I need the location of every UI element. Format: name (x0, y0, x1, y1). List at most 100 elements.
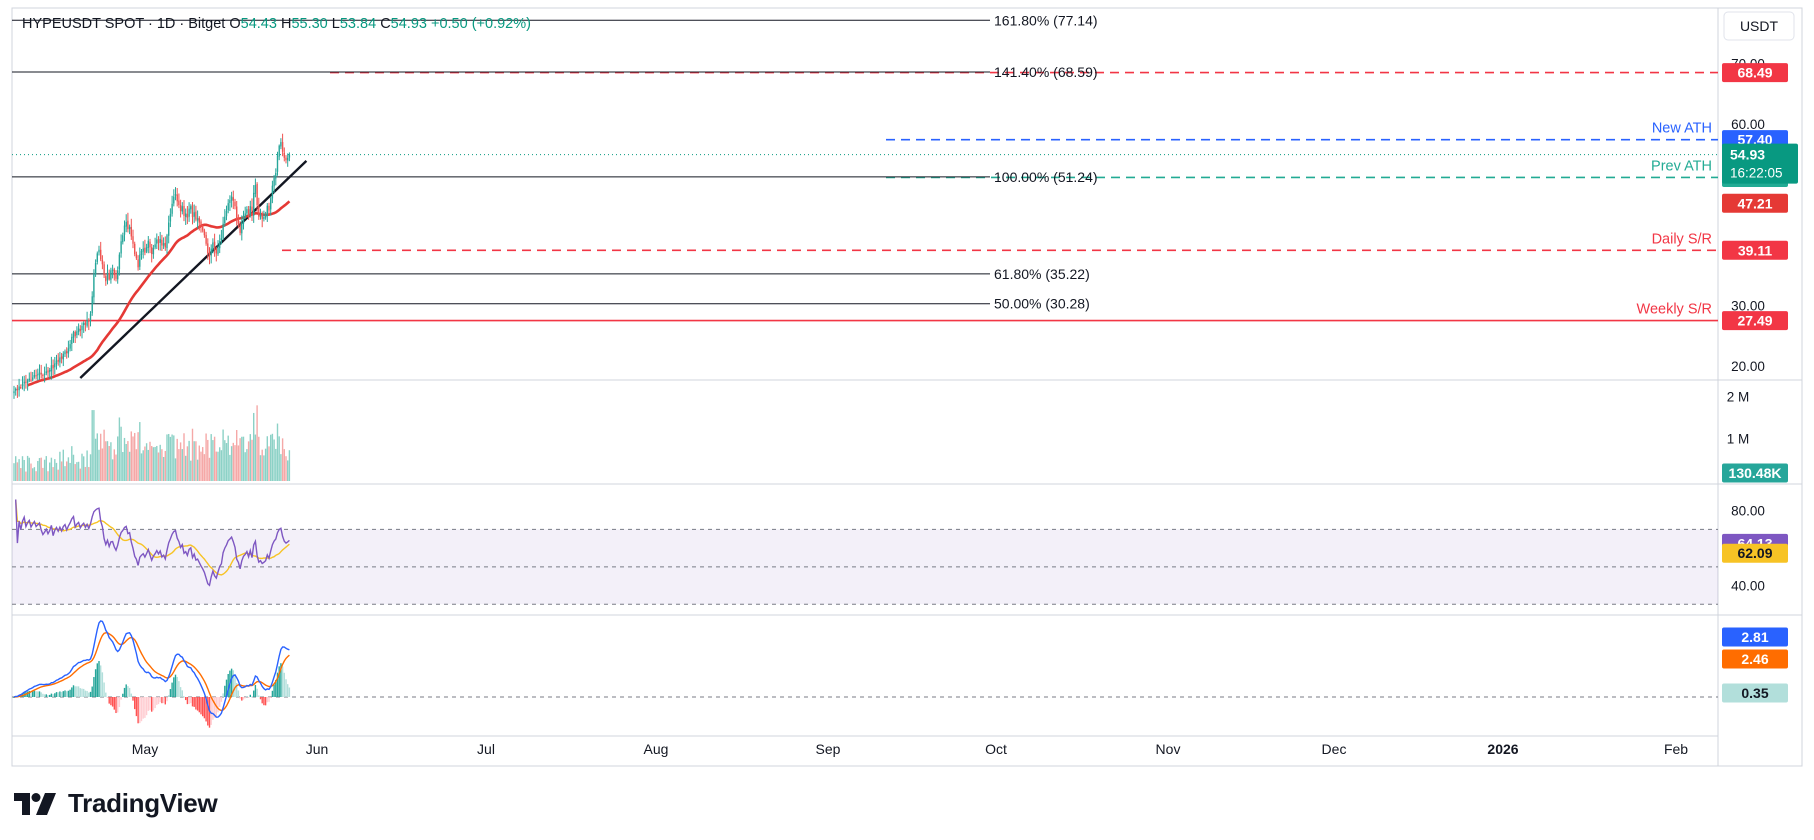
candle (287, 153, 289, 167)
candle-body (237, 218, 240, 224)
candle (273, 174, 275, 193)
macd-histogram-bar (179, 687, 182, 697)
candle-body (152, 247, 155, 255)
candle-body (67, 348, 70, 354)
candle (183, 200, 185, 222)
candle (69, 339, 71, 352)
volume-bar (108, 446, 110, 481)
fib-label: 100.00% (51.24) (994, 169, 1098, 185)
candle (270, 196, 272, 216)
candle (288, 152, 291, 162)
candle (247, 205, 250, 220)
volume-bar (283, 449, 285, 481)
symbol-title[interactable]: HYPEUSDT SPOT · 1D · Bitget (22, 16, 226, 32)
macd-histogram-bar (178, 681, 180, 697)
macd-histogram-bar (195, 697, 197, 710)
volume-bar (224, 440, 226, 481)
volume-bar (149, 441, 151, 481)
volume-bar (71, 446, 73, 481)
candle (196, 210, 199, 229)
candle (33, 369, 36, 379)
tradingview-logo-icon (14, 792, 56, 815)
candle (113, 267, 115, 281)
macd-histogram-bar (224, 685, 226, 697)
level-badge-bg (1722, 240, 1788, 260)
macd-histogram-bar (246, 696, 248, 698)
candle (239, 221, 241, 236)
candle-series (13, 133, 291, 399)
candle-body (77, 328, 80, 333)
candle (156, 233, 158, 250)
volume-bar (258, 436, 260, 481)
volume-bar (239, 438, 241, 481)
candle (254, 178, 257, 198)
candle-body (156, 239, 158, 244)
candle-body (168, 222, 170, 236)
signal-badge-bg (1722, 649, 1788, 669)
candle-body (244, 213, 246, 218)
macd-histogram-bar (66, 691, 68, 697)
candle-body (25, 381, 27, 383)
candle-body (89, 313, 92, 321)
volume-bar (186, 446, 189, 481)
volume-bar (176, 438, 178, 481)
candle-body (145, 247, 148, 252)
macd-histogram-bar (205, 697, 207, 722)
candle (81, 322, 83, 339)
volume-bar (236, 430, 238, 481)
macd-histogram-bar (123, 687, 126, 697)
candle-body (261, 213, 263, 219)
candle-body (94, 263, 97, 275)
volume-bar (113, 449, 115, 481)
macd-histogram-bar (288, 687, 291, 697)
candle (162, 237, 165, 249)
candle (152, 244, 155, 259)
candle-body (227, 203, 229, 211)
volume-badge-bg (1722, 463, 1788, 483)
candle-body (178, 200, 180, 205)
volume-bar (270, 434, 272, 481)
macd-histogram-bar (91, 686, 93, 697)
candle-body (234, 201, 236, 207)
tradingview-logo[interactable]: TradingView (14, 788, 218, 819)
fib-label: 50.00% (30.28) (994, 296, 1090, 312)
candle (20, 384, 22, 390)
candle-body (120, 241, 122, 254)
candle-body (50, 365, 53, 372)
volume-bar (132, 436, 134, 481)
candle-body (278, 145, 280, 157)
candle-body (230, 196, 233, 201)
candle (234, 198, 236, 210)
macd-histogram-bar (236, 682, 238, 697)
open-value: 54.43 (240, 16, 277, 32)
volume-bar (195, 441, 197, 481)
candle (103, 261, 105, 278)
time-tick-label: 2026 (1487, 741, 1518, 757)
volume-bar (23, 459, 25, 481)
macd-histogram-bar (259, 697, 262, 700)
currency-label[interactable]: USDT (1740, 18, 1779, 34)
candle (178, 193, 180, 209)
candle-body (54, 363, 56, 368)
macd-histogram-bar (251, 696, 253, 698)
volume-bar (161, 449, 163, 481)
candle (54, 356, 56, 375)
candle-body (79, 328, 81, 331)
macd-histogram-bar (98, 661, 100, 697)
candle (98, 245, 100, 256)
volume-bar (157, 452, 160, 481)
macd-badge: 2.81 (1741, 629, 1768, 645)
volume-bar (198, 445, 200, 481)
candle (151, 243, 153, 263)
volume-bar (55, 462, 58, 481)
candle (217, 240, 219, 256)
volume-bar (37, 460, 39, 481)
macd-histogram-bar (162, 697, 165, 704)
candle-body (72, 332, 75, 338)
time-tick-label: Dec (1322, 741, 1347, 757)
candle-body (207, 243, 209, 254)
macd-histogram-bar (28, 690, 30, 697)
candle (190, 204, 192, 214)
candle-body (18, 386, 20, 391)
candle-body (64, 351, 66, 355)
